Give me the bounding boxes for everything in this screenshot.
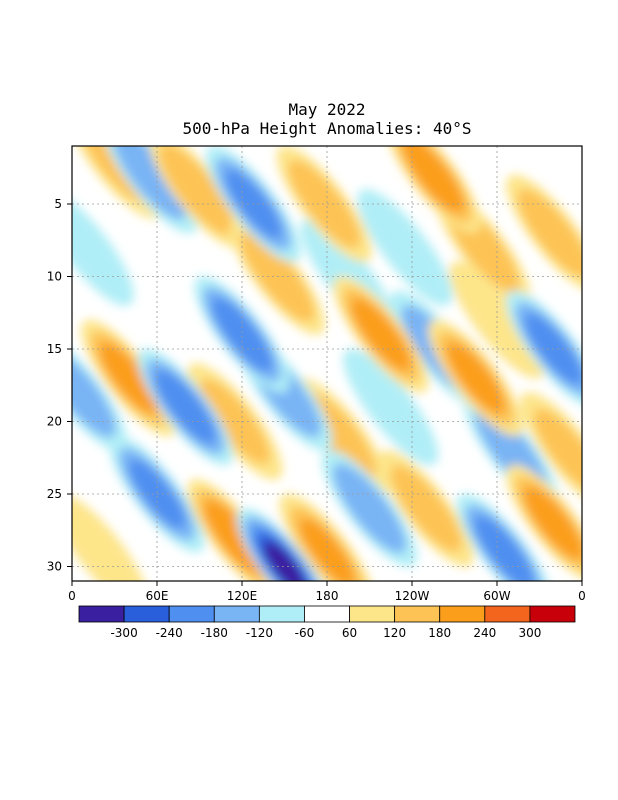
- anomaly-contour-fill: [533, 408, 582, 493]
- chart-subtitle: 500-hPa Height Anomalies: 40°S: [182, 119, 472, 138]
- anomaly-blob: [506, 174, 582, 292]
- anomaly-contour-fill: [351, 298, 411, 371]
- anomaly-blob: [321, 450, 418, 567]
- anomaly-contour-fill: [263, 541, 306, 581]
- colorbar-swatch: [394, 605, 441, 623]
- colorbar-swatch: [349, 605, 396, 623]
- anomaly-contour-fill: [72, 493, 148, 581]
- colorbar-swatch: [123, 605, 170, 623]
- grid-lines: [72, 146, 582, 581]
- x-tick-label: 60W: [483, 589, 510, 603]
- x-axis: 0 60E 120E 180 120W 60W 0: [68, 581, 586, 603]
- colorbar-swatch: [168, 605, 215, 623]
- y-tick-label: 10: [47, 270, 62, 284]
- colorbar-label: 300: [518, 626, 541, 640]
- anomaly-contour-fill: [288, 159, 361, 249]
- anomaly-blob: [137, 348, 233, 466]
- colorbar-label: 180: [428, 626, 451, 640]
- anomaly-contour-fill: [159, 146, 234, 235]
- colorbar-swatch: [78, 605, 125, 623]
- anomaly-contour-fill: [517, 188, 582, 278]
- anomaly-contour-fill: [211, 297, 273, 372]
- y-tick-label: 25: [47, 487, 62, 501]
- y-tick-label: 5: [54, 197, 62, 211]
- colorbar-swatch: [529, 605, 576, 623]
- colorbar: -300 -240 -180 -120 -60 60 120 180 240 300: [78, 605, 576, 640]
- colorbar-swatch: [439, 605, 486, 623]
- colorbar-label: 120: [383, 626, 406, 640]
- colorbar-label: -60: [295, 626, 315, 640]
- plot-area: [72, 146, 582, 581]
- anomaly-blob: [456, 493, 552, 581]
- anomaly-contour-fill: [343, 348, 439, 466]
- x-tick-label: 120W: [395, 589, 430, 603]
- colorbar-label: -240: [156, 626, 183, 640]
- colorbar-label: -300: [110, 626, 137, 640]
- colorbar-swatch: [484, 605, 531, 623]
- anomaly-blob: [378, 450, 474, 567]
- y-tick-label: 20: [47, 415, 62, 429]
- anomaly-blob: [520, 392, 582, 509]
- colorbar-swatch: [213, 605, 260, 623]
- x-tick-label: 120E: [227, 589, 258, 603]
- y-axis: 5 10 15 20 25 30: [47, 197, 72, 574]
- x-tick-label: 0: [68, 589, 76, 603]
- anomaly-contour-fill: [155, 370, 216, 444]
- anomaly-contour-fill: [72, 189, 134, 306]
- anomaly-blob: [343, 348, 439, 466]
- anomaly-contour-fill: [204, 499, 266, 576]
- anomaly-blob: [449, 261, 545, 379]
- colorbar-label: 60: [342, 626, 357, 640]
- anomaly-contour-fill: [474, 515, 534, 581]
- colorbar-label: -180: [201, 626, 228, 640]
- anomaly-contour-fill: [390, 465, 462, 552]
- anomaly-blob: [276, 146, 372, 263]
- anomaly-contour-fill: [113, 146, 187, 220]
- x-tick-label: 60E: [146, 589, 169, 603]
- anomaly-blob: [428, 319, 524, 437]
- anomaly-blob: [72, 493, 148, 581]
- anomaly-blob: [333, 276, 429, 393]
- anomaly-contour-fill: [332, 463, 407, 554]
- anomaly-contour-fill: [72, 347, 116, 438]
- anomaly-blob: [236, 508, 333, 581]
- anomaly-field: [72, 146, 582, 581]
- anomaly-contour-fill: [524, 486, 582, 560]
- colorbar-label: -120: [246, 626, 273, 640]
- colorbar-label: 240: [473, 626, 496, 640]
- anomaly-blob: [506, 464, 582, 581]
- y-tick-label: 15: [47, 342, 62, 356]
- x-tick-label: 180: [316, 589, 339, 603]
- anomaly-contour-fill: [446, 342, 505, 414]
- anomaly-contour-fill: [402, 146, 465, 213]
- anomaly-blob: [72, 189, 134, 306]
- chart-title: May 2022: [288, 100, 366, 119]
- colorbar-swatch: [258, 605, 305, 623]
- anomaly-blob: [194, 276, 290, 393]
- anomaly-contour-fill: [449, 261, 545, 379]
- anomaly-blob: [187, 363, 283, 480]
- y-tick-label: 30: [47, 560, 62, 574]
- anomaly-blob: [81, 319, 177, 437]
- anomaly-blob: [149, 146, 245, 248]
- anomaly-contour-fill: [99, 342, 158, 414]
- anomaly-contour-fill: [200, 378, 270, 465]
- colorbar-swatch: [304, 605, 350, 623]
- x-tick-label: 0: [578, 589, 586, 603]
